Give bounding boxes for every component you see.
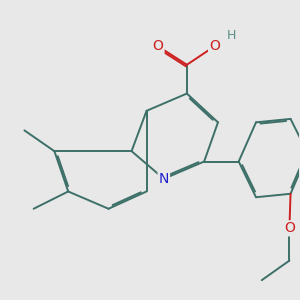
Text: O: O: [209, 39, 220, 53]
Text: N: N: [159, 172, 169, 186]
Text: O: O: [284, 221, 295, 235]
Text: H: H: [227, 29, 236, 42]
Text: O: O: [153, 39, 164, 53]
